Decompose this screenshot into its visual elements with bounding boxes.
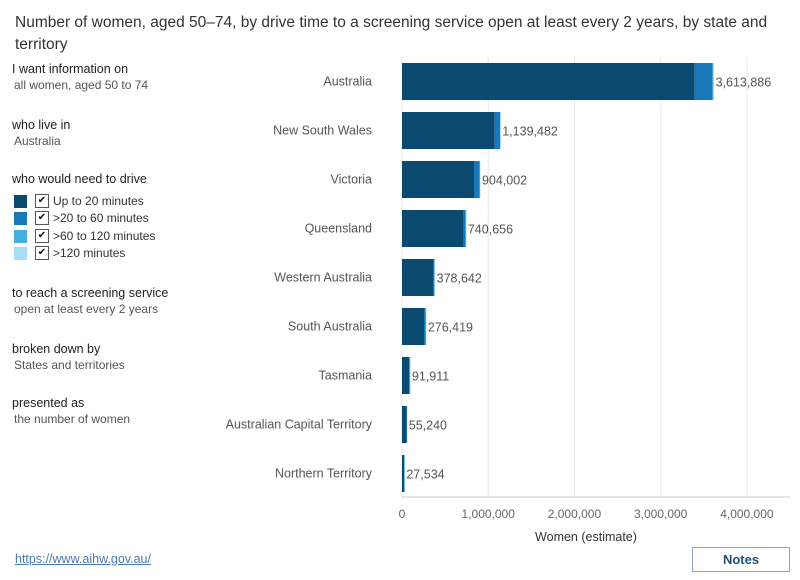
live-value[interactable]: Australia — [14, 134, 61, 148]
bar-segment — [402, 210, 464, 247]
legend-label: >120 minutes — [53, 246, 126, 260]
bar-segment — [402, 357, 410, 394]
category-label: Tasmania — [319, 369, 373, 383]
total-label: 378,642 — [437, 272, 482, 286]
legend-swatch — [14, 246, 27, 260]
breakdown-filter[interactable]: broken down by States and territories — [12, 342, 125, 372]
bar-segment — [694, 63, 713, 100]
legend-item-60-to-120[interactable]: ✔ >60 to 120 minutes — [14, 228, 155, 244]
bar-segment — [402, 455, 405, 492]
legend-item-20-to-60[interactable]: ✔ >20 to 60 minutes — [14, 210, 149, 226]
total-label: 27,534 — [406, 468, 444, 482]
x-axis-title: Women (estimate) — [535, 530, 637, 544]
location-filter[interactable]: who live in Australia — [12, 118, 70, 148]
category-label: South Australia — [288, 320, 372, 334]
bar-segment — [479, 161, 481, 198]
bar-segment — [402, 63, 695, 100]
legend-item-up-to-20[interactable]: ✔ Up to 20 minutes — [14, 193, 144, 209]
category-label: Western Australia — [274, 271, 372, 285]
x-tick-label: 1,000,000 — [462, 507, 516, 521]
legend-swatch — [14, 229, 27, 243]
x-tick-label: 2,000,000 — [548, 507, 602, 521]
total-label: 740,656 — [468, 223, 513, 237]
info-value[interactable]: all women, aged 50 to 74 — [14, 78, 149, 92]
checkbox-icon[interactable]: ✔ — [35, 211, 49, 225]
info-filter[interactable]: I want information on all women, aged 50… — [12, 62, 148, 92]
total-label: 3,613,886 — [716, 76, 772, 90]
total-label: 55,240 — [409, 419, 447, 433]
bar-segment — [712, 63, 714, 100]
bar-segment — [406, 406, 408, 443]
total-label: 904,002 — [482, 174, 527, 188]
legend-label: >20 to 60 minutes — [53, 211, 149, 225]
drive-heading: who would need to drive — [12, 172, 147, 186]
bar-segment — [434, 259, 436, 296]
category-label: Australian Capital Territory — [226, 418, 373, 432]
total-label: 91,911 — [412, 370, 449, 384]
bar-segment — [423, 308, 426, 345]
checkbox-icon[interactable]: ✔ — [35, 229, 49, 243]
bar-segment — [402, 161, 474, 198]
presented-value[interactable]: the number of women — [14, 412, 131, 426]
x-tick-label: 3,000,000 — [634, 507, 688, 521]
total-label: 1,139,482 — [502, 125, 558, 139]
category-label: Victoria — [331, 173, 373, 187]
bar-segment — [409, 357, 410, 394]
bar-segment — [402, 259, 434, 296]
total-label: 276,419 — [428, 321, 473, 335]
drive-filter: who would need to drive — [12, 172, 147, 186]
bar-segment — [404, 455, 405, 492]
live-heading: who live in — [12, 118, 71, 132]
legend-label: >60 to 120 minutes — [53, 229, 156, 243]
breakdown-heading: broken down by — [12, 342, 101, 356]
category-label: Northern Territory — [275, 467, 373, 481]
bar-segment — [465, 210, 467, 247]
checkbox-icon[interactable]: ✔ — [35, 246, 49, 260]
reach-value[interactable]: open at least every 2 years — [14, 302, 159, 316]
breakdown-value[interactable]: States and territories — [14, 358, 125, 372]
legend-label: Up to 20 minutes — [53, 194, 144, 208]
bar-segment — [479, 161, 481, 198]
category-label: Australia — [323, 75, 372, 89]
x-tick-label: 0 — [399, 507, 406, 521]
bar-segment — [433, 259, 435, 296]
bar-segment — [406, 406, 407, 443]
notes-button[interactable]: Notes — [692, 547, 790, 572]
bar-segment — [402, 112, 495, 149]
bar-segment — [402, 406, 407, 443]
presented-heading: presented as — [12, 396, 85, 410]
chart-title: Number of women, aged 50–74, by drive ti… — [15, 14, 768, 53]
legend-swatch — [14, 211, 27, 225]
bar-segment — [402, 308, 424, 345]
checkbox-icon[interactable]: ✔ — [35, 194, 49, 208]
bar-segment — [494, 112, 501, 149]
bar-segment — [473, 161, 480, 198]
service-filter[interactable]: to reach a screening service open at lea… — [12, 286, 168, 316]
legend-item-over-120[interactable]: ✔ >120 minutes — [14, 245, 125, 261]
x-tick-label: 4,000,000 — [720, 507, 774, 521]
presentation-filter[interactable]: presented as the number of women — [12, 396, 130, 426]
aihw-link[interactable]: https://www.aihw.gov.au/ — [15, 552, 151, 566]
bar-segment — [463, 210, 466, 247]
bar-segment — [713, 63, 714, 100]
bar-segment — [425, 308, 427, 345]
category-label: Queensland — [305, 222, 372, 236]
bar-segment — [409, 357, 411, 394]
info-heading: I want information on — [12, 62, 129, 76]
reach-heading: to reach a screening service — [12, 286, 169, 300]
legend-swatch — [14, 194, 27, 208]
bar-segment — [500, 112, 501, 149]
category-label: New South Wales — [273, 124, 372, 138]
